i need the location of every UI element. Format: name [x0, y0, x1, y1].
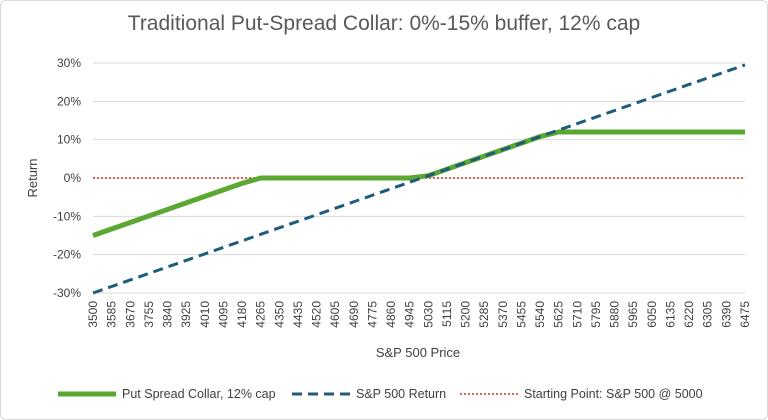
x-tick-label: 5540 [533, 301, 547, 328]
y-tick-label: -10% [53, 209, 81, 223]
x-tick-label: 4265 [254, 301, 268, 328]
y-tick-label: 0% [64, 171, 82, 185]
x-tick-label: 4350 [272, 301, 286, 328]
y-tick-label: -30% [53, 286, 81, 300]
x-tick-label: 5710 [570, 301, 584, 328]
series-line-sp500 [92, 63, 746, 295]
x-tick-label: 5030 [421, 301, 435, 328]
x-tick-label: 5455 [514, 301, 528, 328]
x-tick-label: 5965 [626, 301, 640, 328]
x-tick-label: 3925 [179, 301, 193, 328]
x-tick-label: 5880 [608, 301, 622, 328]
x-tick-label: 6390 [719, 301, 733, 328]
legend-swatch-sp500 [292, 392, 350, 396]
x-tick-label: 3755 [142, 301, 156, 328]
x-tick-label: 4690 [347, 301, 361, 328]
legend-label-sp500: S&P 500 Return [356, 387, 447, 401]
x-axis-title: S&P 500 Price [376, 345, 460, 360]
x-tick-label: 6305 [701, 301, 715, 328]
x-tick-label: 4010 [198, 301, 212, 328]
x-tick-label: 4095 [216, 301, 230, 328]
chart-title: Traditional Put-Spread Collar: 0%-15% bu… [127, 12, 641, 35]
legend-item-sp500: S&P 500 Return [292, 382, 446, 406]
x-tick-label: 4180 [235, 301, 249, 328]
x-tick-label: 3500 [86, 301, 100, 328]
x-tick-label: 5285 [477, 301, 491, 328]
legend-label-starting-point: Starting Point: S&P 500 @ 5000 [524, 387, 703, 401]
x-tick-label: 3670 [123, 301, 137, 328]
x-tick-label: 6135 [663, 301, 677, 328]
x-tick-label: 5625 [552, 301, 566, 328]
x-tick-label: 4945 [403, 301, 417, 328]
legend-label-collar: Put Spread Collar, 12% cap [122, 387, 276, 401]
y-tick-label: 30% [57, 56, 81, 70]
x-tick-label: 4605 [328, 301, 342, 328]
x-tick-label: 3585 [105, 301, 119, 328]
legend-swatch-starting-point [460, 393, 518, 395]
x-tick-label: 5200 [459, 301, 473, 328]
x-tick-label: 4520 [310, 301, 324, 328]
y-tick-label: -20% [53, 248, 81, 262]
x-tick-label: 5795 [589, 301, 603, 328]
x-tick-label: 4860 [384, 301, 398, 328]
legend-item-collar: Put Spread Collar, 12% cap [58, 382, 276, 406]
legend-swatch-collar [58, 391, 116, 397]
x-tick-label: 6050 [645, 301, 659, 328]
x-tick-label: 6475 [738, 301, 752, 328]
y-tick-label: 20% [57, 94, 81, 108]
legend-item-starting-point: Starting Point: S&P 500 @ 5000 [460, 382, 703, 406]
x-tick-label: 6220 [682, 301, 696, 328]
y-tick-label: 10% [57, 133, 81, 147]
series-line-collar [92, 129, 745, 238]
x-tick-label: 4775 [365, 301, 379, 328]
x-tick-label: 5115 [440, 301, 454, 327]
y-axis-title: Return [25, 158, 40, 197]
x-tick-label: 5370 [496, 301, 510, 328]
x-tick-label: 3840 [161, 301, 175, 328]
x-tick-label: 4435 [291, 301, 305, 328]
chart-legend: Put Spread Collar, 12% cap S&P 500 Retur… [0, 382, 768, 406]
